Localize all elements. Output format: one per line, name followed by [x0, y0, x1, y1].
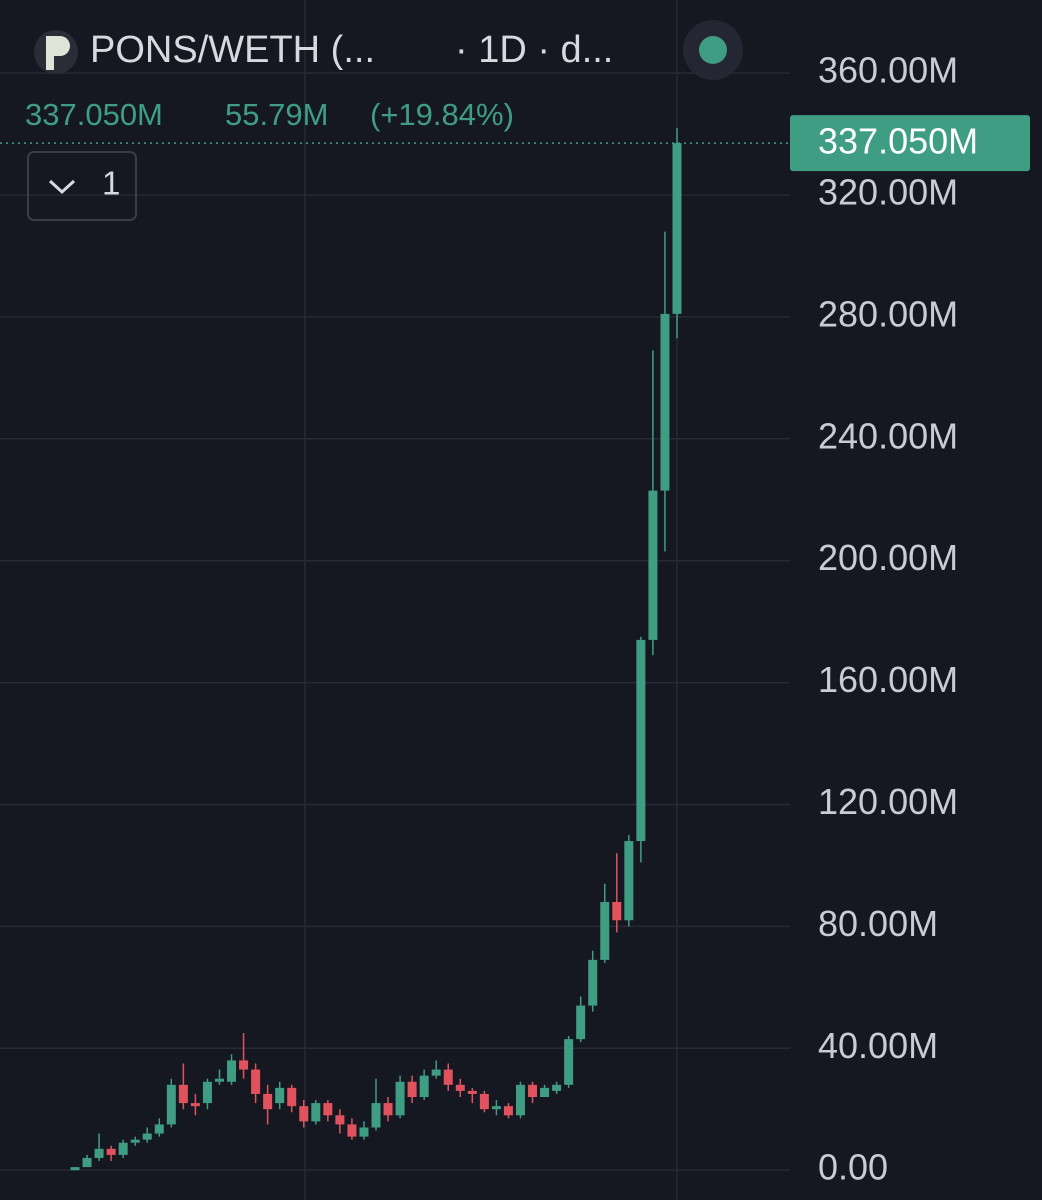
candle-body: [660, 313, 670, 491]
last-price-tag: [790, 115, 1030, 172]
candle-body: [130, 1139, 140, 1143]
candle-body: [190, 1103, 200, 1107]
legend-box[interactable]: [27, 151, 137, 221]
y-tick-label: 40.00M: [818, 1025, 938, 1066]
candles: [70, 127, 682, 1171]
candle-body: [82, 1157, 92, 1168]
candle-body: [636, 639, 646, 842]
candle-body: [419, 1075, 429, 1098]
candle-body: [106, 1148, 116, 1155]
legend-count: 1: [102, 165, 120, 202]
y-tick-label: 240.00M: [818, 415, 958, 456]
candle-body: [251, 1069, 261, 1094]
candle-body: [600, 901, 610, 960]
token-icon: [46, 36, 70, 70]
candle-body: [383, 1103, 393, 1116]
overlay: 0.00 40.00M 80.00M 120.00M 160.00M 200.00M 240…: [0, 50, 1030, 1188]
candle-body: [431, 1069, 441, 1076]
candle-body: [672, 143, 682, 314]
candle-body: [467, 1090, 477, 1094]
candle-body: [443, 1069, 453, 1085]
candle-body: [287, 1087, 297, 1107]
chart-subtitle: · 1D · d...: [455, 29, 613, 71]
candle-body: [371, 1103, 381, 1128]
y-tick-label: 200.00M: [818, 537, 958, 578]
grid: [0, 72, 790, 1171]
last-price: 337.050M: [25, 97, 163, 132]
y-tick-label: 120.00M: [818, 781, 958, 822]
candle-body: [407, 1081, 417, 1098]
candle-body: [455, 1084, 465, 1091]
change-percent: (+19.84%): [370, 97, 514, 132]
candle-body: [576, 1005, 586, 1040]
change: 55.79M: [225, 97, 328, 132]
candle-body: [263, 1093, 273, 1110]
candle-body: [214, 1078, 224, 1082]
candle-body: [347, 1124, 357, 1137]
chevron-icon: [48, 179, 76, 195]
y-tick-label: 320.00M: [818, 172, 958, 213]
candle-body: [612, 901, 622, 921]
candle-body: [202, 1081, 212, 1104]
candle-body: [359, 1127, 369, 1137]
last-price-label: 337.050M: [818, 121, 978, 162]
candle-body: [166, 1084, 176, 1125]
candle-body: [118, 1142, 128, 1155]
status-dot: [699, 36, 727, 64]
candle-body: [479, 1093, 489, 1110]
candle-body: [395, 1081, 405, 1116]
candle-body: [540, 1087, 550, 1098]
candle-body: [588, 959, 598, 1006]
candle-body: [491, 1106, 501, 1110]
candle-body: [624, 841, 634, 921]
candle-body: [275, 1087, 285, 1104]
candle-body: [552, 1084, 562, 1091]
candle-body: [564, 1039, 574, 1085]
y-tick-label: 160.00M: [818, 659, 958, 700]
y-tick-label: 360.00M: [818, 50, 958, 91]
candle-body: [142, 1133, 152, 1140]
y-tick-label: 80.00M: [818, 903, 938, 944]
candle-body: [503, 1106, 513, 1116]
y-tick-label: 0.00: [818, 1147, 888, 1188]
candle-body: [311, 1103, 321, 1122]
candle-body: [335, 1115, 345, 1125]
candle-body: [528, 1084, 538, 1098]
candle-body: [154, 1124, 164, 1134]
candle-body: [178, 1084, 188, 1104]
candle-body: [648, 490, 658, 640]
candle-body: [227, 1060, 237, 1082]
candle-body: [239, 1060, 249, 1070]
candle-body: [299, 1106, 309, 1122]
y-tick-label: 280.00M: [818, 293, 958, 334]
candle-body: [515, 1084, 525, 1116]
chart-title: PONS/WETH (...: [90, 29, 375, 71]
candle-body: [94, 1148, 104, 1158]
candle-body: [323, 1103, 333, 1116]
candle-body: [70, 1167, 80, 1171]
